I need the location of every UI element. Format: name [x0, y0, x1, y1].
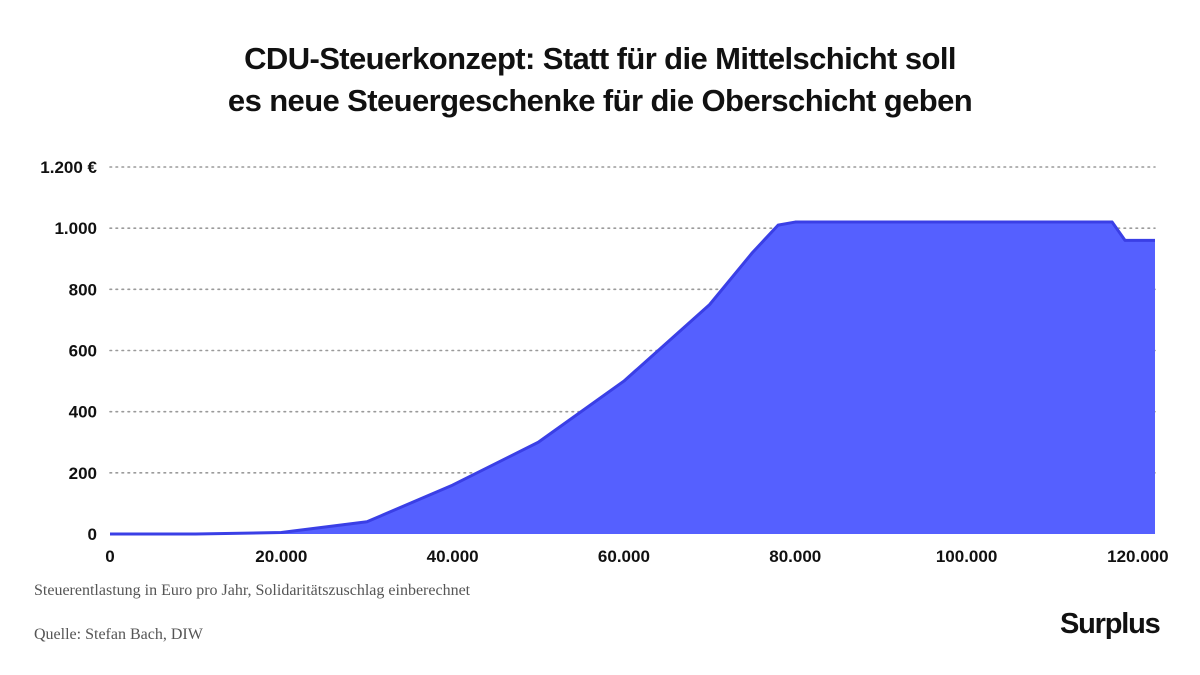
- y-tick-label: 400: [69, 403, 97, 422]
- x-tick-label: 40.000: [427, 547, 479, 566]
- area-fill: [110, 222, 1155, 535]
- brand-logo: Surplus: [1060, 608, 1161, 640]
- x-tick-label: 60.000: [598, 547, 650, 566]
- chart-title-line-1: CDU-Steuerkonzept: Statt für die Mittels…: [244, 41, 956, 76]
- x-tick-label: 20.000: [255, 547, 307, 566]
- x-tick-label: 0: [105, 547, 114, 566]
- y-tick-label: 800: [69, 280, 97, 299]
- area-layer: [110, 220, 1155, 536]
- y-tick-label: 1.200 €: [40, 158, 97, 177]
- chart-note: Steuerentlastung in Euro pro Jahr, Solid…: [34, 582, 471, 599]
- chart-title: CDU-Steuerkonzept: Statt für die Mittels…: [0, 38, 1200, 122]
- y-tick-label: 0: [88, 525, 97, 544]
- x-axis: 0 20.000 40.000 60.000 80.000 100.000 120.000: [105, 547, 1168, 566]
- y-axis: 0 200 400 600 800 1.000 1.200 €: [40, 158, 97, 544]
- source-text: Quelle: Stefan Bach, DIW: [34, 626, 203, 643]
- x-tick-label: 120.000: [1107, 547, 1168, 566]
- x-tick-label: 80.000: [769, 547, 821, 566]
- y-tick-label: 1.000: [54, 219, 97, 238]
- x-tick-label: 100.000: [936, 547, 997, 566]
- area-line: [110, 220, 1155, 536]
- y-tick-label: 200: [69, 464, 97, 483]
- chart-title-line-2: es neue Steuergeschenke für die Oberschi…: [227, 83, 973, 118]
- y-tick-label: 600: [69, 342, 97, 361]
